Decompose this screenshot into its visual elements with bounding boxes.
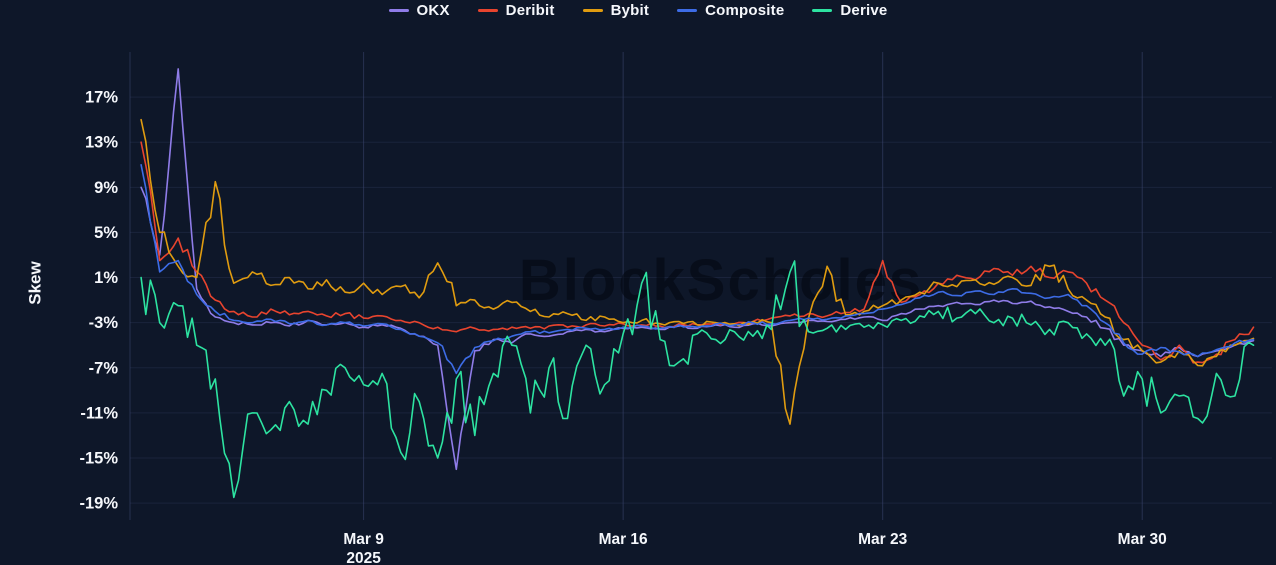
- y-tick-label: -11%: [80, 404, 118, 422]
- y-tick-label: 13%: [85, 134, 118, 152]
- series-line-bybit: [140, 118, 1255, 425]
- x-tick-sublabel: 2025: [346, 550, 381, 565]
- y-tick-label: 1%: [94, 269, 118, 287]
- chart-legend: OKX Deribit Bybit Composite Derive: [0, 2, 1276, 19]
- legend-line-swatch: [812, 9, 833, 12]
- legend-line-swatch: [388, 9, 409, 12]
- legend-item-okx[interactable]: OKX: [388, 2, 450, 19]
- legend-item-deribit[interactable]: Deribit: [477, 2, 555, 19]
- y-tick-label: -15%: [79, 449, 118, 467]
- y-axis-title: Skew: [25, 260, 45, 305]
- legend-label: Bybit: [610, 2, 650, 19]
- y-tick-label: 17%: [85, 89, 118, 107]
- watermark-text: BlockScholes: [519, 248, 923, 313]
- x-tick-label: Mar 9: [343, 531, 384, 548]
- legend-label: Composite: [705, 2, 785, 19]
- legend-label: OKX: [416, 2, 450, 19]
- y-tick-label: -3%: [89, 314, 119, 332]
- x-tick-label: Mar 16: [599, 531, 648, 548]
- legend-item-derive[interactable]: Derive: [812, 2, 887, 19]
- y-tick-label: 9%: [94, 179, 118, 197]
- y-tick-label: -7%: [89, 359, 119, 377]
- series-line-composite: [140, 164, 1255, 375]
- legend-label: Derive: [840, 2, 888, 19]
- legend-line-swatch: [582, 9, 603, 12]
- x-tick-label: Mar 30: [1118, 531, 1167, 548]
- legend-label: Deribit: [505, 2, 555, 19]
- legend-line-swatch: [477, 9, 498, 12]
- legend-line-swatch: [677, 9, 698, 12]
- legend-item-bybit[interactable]: Bybit: [582, 2, 650, 19]
- y-tick-label: -19%: [79, 495, 118, 513]
- legend-item-composite[interactable]: Composite: [677, 2, 784, 19]
- y-tick-label: 5%: [94, 224, 118, 242]
- series-line-derive: [140, 260, 1255, 499]
- x-tick-label: Mar 23: [858, 531, 907, 548]
